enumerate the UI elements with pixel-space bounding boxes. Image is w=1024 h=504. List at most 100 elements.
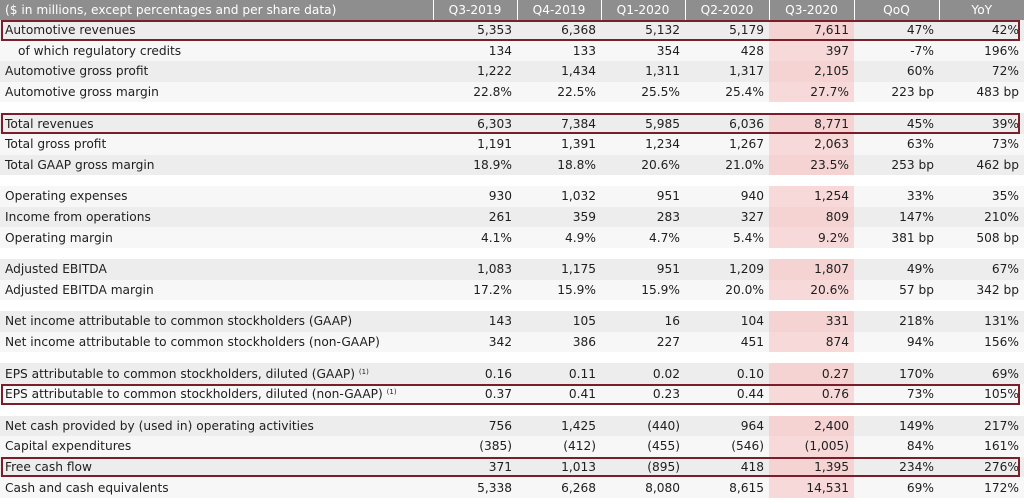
cell-q3-2019: (385): [433, 436, 517, 457]
cell-q1-2020: 0.02: [601, 363, 685, 384]
cell-qoq: 223 bp: [854, 81, 939, 103]
row-label: Cash and cash equivalents: [0, 477, 433, 498]
column-header-q4-2019: Q4-2019: [517, 0, 602, 20]
cell-yoy: 483 bp: [939, 81, 1024, 103]
cell-q4-2019: 1,391: [517, 133, 601, 155]
row-label: Income from operations: [0, 206, 433, 228]
table-row-operating-expenses: Operating expenses 930 1,032 951 940 1,254 33%…: [0, 186, 1024, 207]
row-label: Operating expenses: [0, 186, 433, 207]
table-row-automotive-gross-profit: Automotive gross profit 1,222 1,434 1,311 1,…: [0, 61, 1024, 82]
row-label-text: of which regulatory credits: [18, 43, 182, 58]
cell-q3-2019: 930: [433, 186, 517, 207]
cell-q4-2019: 386: [517, 331, 601, 353]
cell-q3-2019: 1,222: [433, 61, 517, 82]
row-label-text: Operating expenses: [5, 189, 128, 204]
cell-q1-2020: 25.5%: [601, 81, 685, 103]
cell-q3-2019: 5,338: [433, 477, 517, 498]
row-label: Automotive gross profit: [0, 61, 433, 82]
table-row-total-gaap-gross-margin: Total GAAP gross margin 18.9% 18.8% 20.6% 21…: [0, 154, 1024, 176]
cell-qoq: 60%: [854, 61, 939, 82]
row-label-text: Income from operations: [5, 210, 151, 225]
table-row-eps-gaap: EPS attributable to common stockholders,…: [0, 363, 1024, 384]
cell-q1-2020: 20.6%: [601, 154, 685, 176]
spacer-cell: [0, 247, 1024, 259]
cell-q1-2020: 5,132: [601, 20, 685, 41]
row-label-text: Automotive revenues: [5, 23, 136, 38]
cell-qoq: 49%: [854, 258, 939, 280]
row-label-text: Total gross profit: [5, 137, 107, 152]
cell-q3-2020: 14,531: [769, 477, 854, 498]
row-label: Total revenues: [0, 113, 433, 134]
cell-q1-2020: (440): [601, 415, 685, 437]
cell-q2-2020: (546): [685, 436, 769, 457]
cell-q2-2020: 20.0%: [685, 279, 769, 301]
table-row-regulatory-credits: of which regulatory credits 134 133 354 428 3…: [0, 40, 1024, 62]
cell-qoq: 33%: [854, 186, 939, 207]
column-header-yoy: YoY: [939, 0, 1024, 20]
spacer-cell: [0, 352, 1024, 364]
row-label-text: Net income attributable to common stockh…: [5, 335, 380, 350]
cell-q1-2020: 283: [601, 206, 685, 228]
cell-qoq: -7%: [854, 40, 939, 62]
cell-q4-2019: 0.41: [517, 383, 601, 405]
row-label-text: Net income attributable to common stockh…: [5, 314, 353, 329]
cell-yoy: 462 bp: [939, 154, 1024, 176]
cell-q4-2019: 1,434: [517, 61, 601, 82]
cell-q3-2019: 0.37: [433, 383, 517, 405]
cell-q1-2020: 15.9%: [601, 279, 685, 301]
table-row-operating-cash-flow: Net cash provided by (used in) operating…: [0, 415, 1024, 437]
table-row-net-income-gaap: Net income attributable to common stockh…: [0, 311, 1024, 332]
cell-yoy: 131%: [939, 311, 1024, 332]
cell-q3-2019: 1,083: [433, 258, 517, 280]
cell-qoq: 69%: [854, 477, 939, 498]
cell-q3-2019: 342: [433, 331, 517, 353]
row-label: EPS attributable to common stockholders,…: [0, 363, 433, 384]
cell-qoq: 253 bp: [854, 154, 939, 176]
column-header-q1-2020: Q1-2020: [601, 0, 686, 20]
cell-q1-2020: 951: [601, 186, 685, 207]
cell-q3-2020: 397: [769, 40, 854, 62]
row-label-text: EPS attributable to common stockholders,…: [5, 387, 383, 402]
row-label: Operating margin: [0, 227, 433, 248]
group-spacer: [0, 352, 1024, 364]
row-label: Total GAAP gross margin: [0, 154, 433, 176]
cell-q1-2020: 1,311: [601, 61, 685, 82]
cell-q4-2019: 1,032: [517, 186, 601, 207]
cell-yoy: 39%: [939, 113, 1024, 134]
cell-q3-2019: 18.9%: [433, 154, 517, 176]
cell-q3-2020: 874: [769, 331, 854, 353]
cell-qoq: 218%: [854, 311, 939, 332]
cell-q3-2019: 0.16: [433, 363, 517, 384]
cell-qoq: 57 bp: [854, 279, 939, 301]
cell-qoq: 149%: [854, 415, 939, 437]
cell-qoq: 94%: [854, 331, 939, 353]
cell-q3-2019: 22.8%: [433, 81, 517, 103]
cell-qoq: 73%: [854, 383, 939, 405]
cell-q2-2020: 25.4%: [685, 81, 769, 103]
spacer-cell: [0, 102, 1024, 114]
cell-q3-2020: 331: [769, 311, 854, 332]
cell-q2-2020: 418: [685, 456, 769, 478]
cell-q2-2020: 327: [685, 206, 769, 228]
row-label-text: Cash and cash equivalents: [5, 480, 169, 495]
cell-q2-2020: 451: [685, 331, 769, 353]
spacer-cell: [0, 404, 1024, 416]
cell-q1-2020: 951: [601, 258, 685, 280]
cell-q2-2020: 21.0%: [685, 154, 769, 176]
cell-yoy: 210%: [939, 206, 1024, 228]
table-row-cash-and-equivalents: Cash and cash equivalents 5,338 6,268 8,080…: [0, 477, 1024, 498]
cell-q2-2020: 964: [685, 415, 769, 437]
table-row-adjusted-ebitda-margin: Adjusted EBITDA margin 17.2% 15.9% 15.9% 20.…: [0, 279, 1024, 301]
cell-yoy: 276%: [939, 456, 1024, 478]
cell-q3-2019: 5,353: [433, 20, 517, 41]
row-label: of which regulatory credits: [0, 40, 433, 62]
row-label: Free cash flow: [0, 456, 433, 478]
cell-q3-2019: 4.1%: [433, 227, 517, 248]
cell-yoy: 72%: [939, 61, 1024, 82]
cell-yoy: 73%: [939, 133, 1024, 155]
table-row-automotive-gross-margin: Automotive gross margin 22.8% 22.5% 25.5% 25…: [0, 81, 1024, 103]
cell-q2-2020: 104: [685, 311, 769, 332]
row-label: Automotive gross margin: [0, 81, 433, 103]
group-spacer: [0, 175, 1024, 187]
